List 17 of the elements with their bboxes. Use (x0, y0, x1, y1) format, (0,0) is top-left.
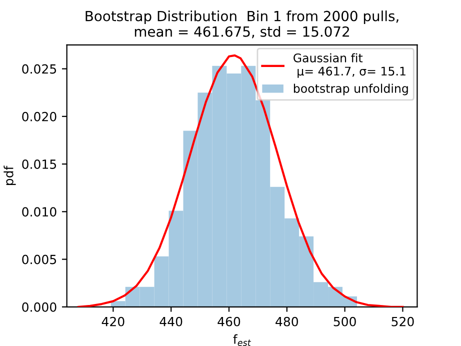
y-tick-label: 0.020 (22, 112, 56, 122)
x-axis-title: f$_{est}$ (233, 334, 252, 346)
y-tick-label: 0.015 (22, 160, 56, 169)
y-tick-label: 0.010 (22, 207, 56, 217)
y-tick-label: 0.000 (22, 302, 56, 312)
y-axis-title: pdf (4, 166, 16, 185)
x-tick-label: 440 (160, 316, 182, 326)
y-tick-label: 0.025 (22, 64, 56, 74)
x-tick-label: 460 (218, 316, 240, 326)
x-tick-label: 520 (392, 316, 414, 326)
legend-label: Gaussian fit μ= 461.7, σ= 15.1 (294, 53, 406, 78)
x-tick-label: 500 (334, 316, 356, 326)
y-tick-label: 0.005 (22, 254, 56, 264)
chart-title: Bootstrap Distribution Bin 1 from 2000 pulls, mean = 461.675, std = 15.072 (86, 10, 398, 38)
x-tick-label: 480 (276, 316, 298, 326)
legend-label: bootstrap unfolding (294, 84, 408, 96)
x-tick-label: 420 (102, 316, 124, 326)
